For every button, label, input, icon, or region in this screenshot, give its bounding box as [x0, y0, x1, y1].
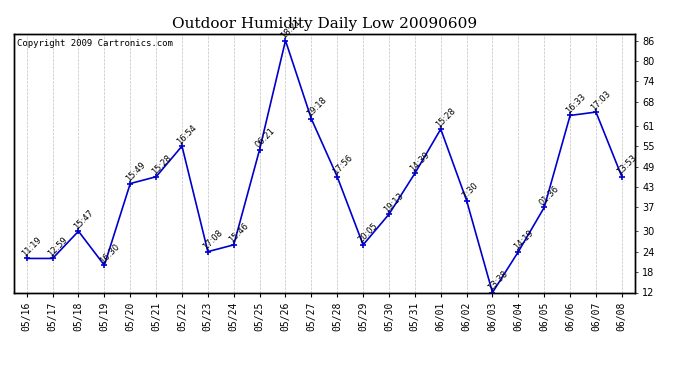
Text: 17:56: 17:56	[331, 153, 354, 177]
Title: Outdoor Humidity Daily Low 20090609: Outdoor Humidity Daily Low 20090609	[172, 17, 477, 31]
Text: 15:46: 15:46	[228, 222, 250, 245]
Text: 11:19: 11:19	[21, 235, 43, 258]
Text: 13:53: 13:53	[615, 153, 639, 177]
Text: 19:18: 19:18	[305, 96, 328, 119]
Text: 06:21: 06:21	[253, 126, 277, 150]
Text: 17:08: 17:08	[201, 228, 225, 252]
Text: 01:36: 01:36	[538, 184, 561, 207]
Text: 20:05: 20:05	[357, 222, 380, 245]
Text: 14:19: 14:19	[512, 228, 535, 252]
Text: 12:59: 12:59	[46, 235, 70, 258]
Text: Copyright 2009 Cartronics.com: Copyright 2009 Cartronics.com	[17, 39, 172, 48]
Text: 16:54: 16:54	[176, 123, 199, 146]
Text: 15:47: 15:47	[72, 208, 95, 231]
Text: 14:39: 14:39	[408, 150, 432, 173]
Text: 16:33: 16:33	[564, 92, 587, 116]
Text: 16:30: 16:30	[98, 242, 121, 265]
Text: 15:28: 15:28	[435, 106, 457, 129]
Text: 15:49: 15:49	[124, 160, 147, 183]
Text: 13:38: 13:38	[486, 269, 509, 292]
Text: 19:13: 19:13	[383, 191, 406, 214]
Text: 15:28: 15:28	[150, 153, 173, 177]
Text: 17:03: 17:03	[590, 89, 613, 112]
Text: 18:21: 18:21	[279, 17, 302, 40]
Text: 7:30: 7:30	[460, 181, 480, 201]
